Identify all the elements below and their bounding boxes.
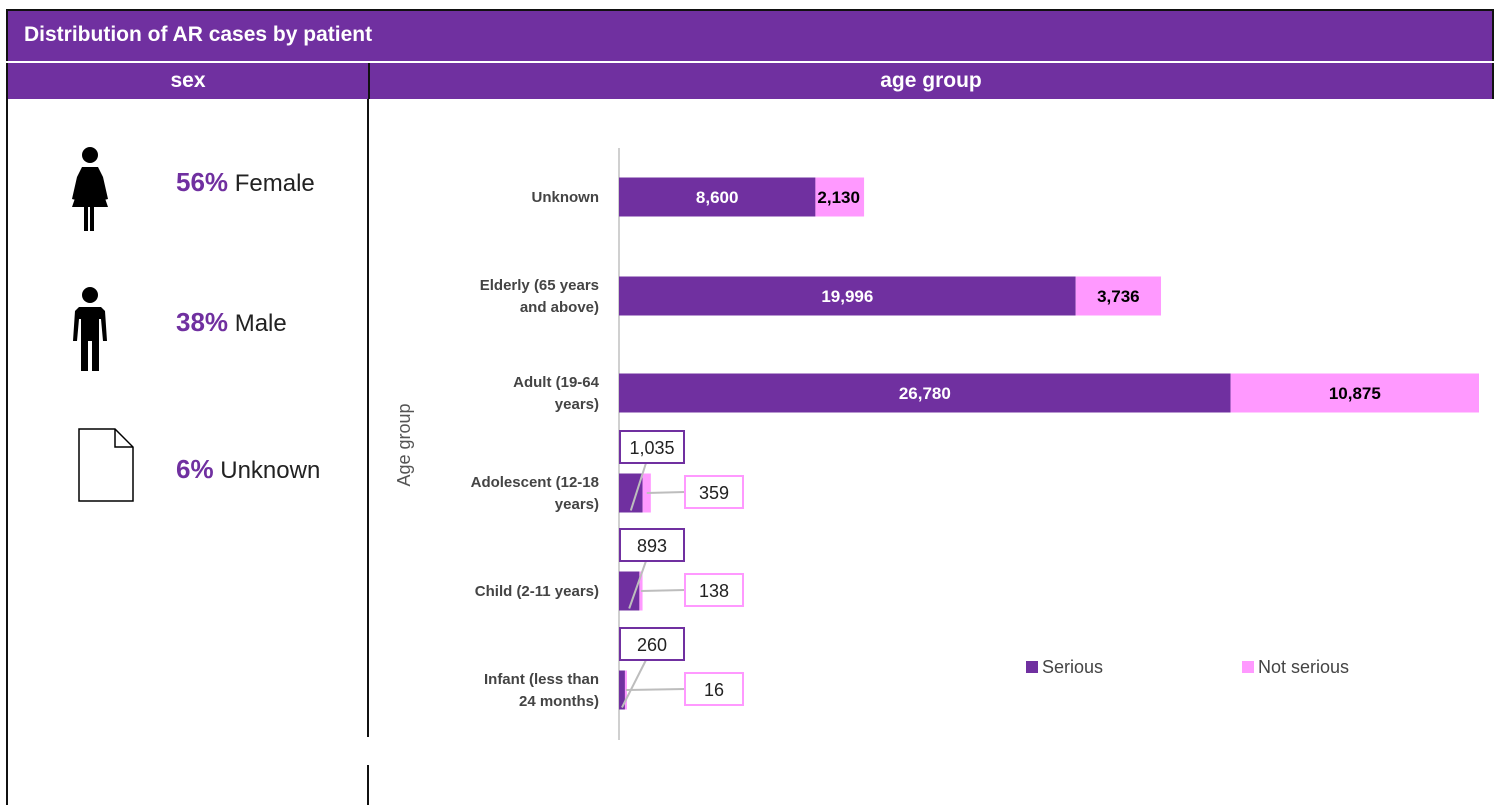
sex-unknown-label: Unknown <box>220 457 321 484</box>
legend-swatch-not-serious <box>1242 661 1254 673</box>
bar-not-serious-label: 2,130 <box>817 188 860 207</box>
sex-male-text: 38% Male <box>176 307 287 338</box>
callout-leader-not-serious <box>640 589 686 592</box>
column-header-sex: sex <box>8 63 370 99</box>
callout-box-serious <box>619 528 685 562</box>
sex-row-female: 56% Female <box>70 145 360 235</box>
sex-female-pct: 56% <box>176 167 229 197</box>
bar-serious <box>619 571 640 611</box>
callout-label-not-serious: 16 <box>704 680 724 700</box>
callout-leader-not-serious <box>625 688 686 691</box>
bar-not-serious <box>815 177 865 217</box>
callout-label-serious: 1,035 <box>629 438 674 458</box>
bar-serious <box>619 373 1231 413</box>
bar-serious-label: 19,996 <box>821 287 873 306</box>
callout-leader-serious <box>621 659 647 708</box>
category-label: Elderly (65 years and above) <box>480 277 599 316</box>
sex-unknown-pct: 6% <box>176 454 214 484</box>
legend-swatch-serious <box>1026 661 1038 673</box>
female-icon <box>72 147 108 231</box>
callout-box-not-serious <box>684 573 744 607</box>
legend-label-not-serious: Not serious <box>1258 657 1349 677</box>
sex-row-unknown: 6% Unknown <box>70 428 360 518</box>
callout-box-not-serious <box>684 475 744 509</box>
sex-male-pct: 38% <box>176 307 229 337</box>
column-header-age: age group <box>880 69 982 92</box>
callout-leader-serious <box>628 560 647 609</box>
bar-serious-label: 8,600 <box>696 188 739 207</box>
column-divider <box>367 99 369 737</box>
callout-box-not-serious <box>684 672 744 706</box>
callout-box-serious <box>619 430 685 464</box>
column-header-row: sex age group <box>6 63 1494 99</box>
chart-title: Distribution of AR cases by patient <box>24 23 373 46</box>
y-axis-title: Age group <box>394 403 414 486</box>
sex-male-label: Male <box>234 310 287 337</box>
bar-serious <box>619 276 1076 316</box>
sex-female-label: Female <box>234 170 315 197</box>
callout-label-not-serious: 138 <box>699 581 729 601</box>
bar-not-serious-label: 10,875 <box>1329 384 1381 403</box>
bar-not-serious-label: 3,736 <box>1097 287 1140 306</box>
category-label: Unknown <box>532 189 600 206</box>
callout-box-serious <box>619 627 685 661</box>
bar-serious <box>619 177 816 217</box>
bar-serious-label: 26,780 <box>899 384 951 403</box>
sex-row-male: 38% Male <box>70 285 360 375</box>
bar-serious <box>619 670 625 710</box>
category-label: Adolescent (12-18 years) <box>471 474 599 513</box>
document-icon <box>78 428 134 502</box>
bar-not-serious <box>624 670 627 710</box>
bar-not-serious <box>1230 373 1479 413</box>
bar-not-serious <box>1075 276 1162 316</box>
sex-female-text: 56% Female <box>176 167 315 198</box>
age-group-chart: Age group Unknown Elderly (65 years and abo… <box>394 148 1479 740</box>
legend-label-serious: Serious <box>1042 657 1103 677</box>
left-border <box>6 99 8 805</box>
column-divider-lower <box>367 765 369 805</box>
male-icon <box>73 287 107 371</box>
callout-leader-serious <box>629 462 647 511</box>
title-bar: Distribution of AR cases by patient <box>6 9 1494 61</box>
callout-label-not-serious: 359 <box>699 483 729 503</box>
sex-unknown-text: 6% Unknown <box>176 454 320 485</box>
callout-label-serious: 260 <box>637 635 667 655</box>
category-label: Infant (less than 24 months) <box>484 671 599 710</box>
bar-serious <box>619 473 643 513</box>
category-label: Child (2-11 years) <box>475 583 599 600</box>
category-label: Adult (19-64 years) <box>513 374 600 413</box>
callout-leader-not-serious <box>646 491 686 494</box>
callout-label-serious: 893 <box>637 536 667 556</box>
